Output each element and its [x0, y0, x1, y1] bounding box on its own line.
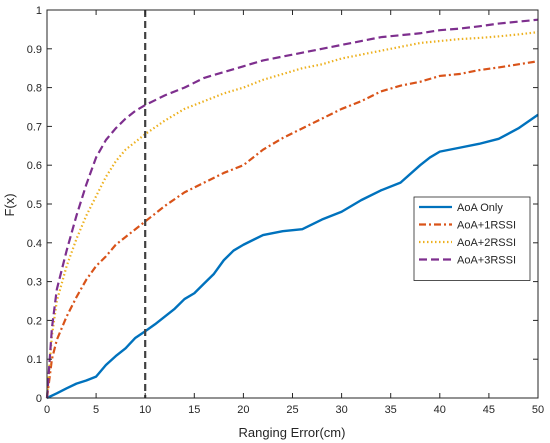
y-tick-label: 0.7 — [27, 121, 42, 133]
x-tick-label: 25 — [286, 404, 298, 416]
y-tick-label: 0.3 — [27, 277, 42, 289]
y-tick-label: 0.2 — [27, 315, 42, 327]
y-tick-label: 0 — [36, 393, 42, 405]
x-tick-label: 10 — [139, 404, 151, 416]
x-tick-label: 20 — [237, 404, 249, 416]
x-tick-label: 40 — [434, 404, 446, 416]
y-tick-label: 0.5 — [27, 199, 42, 211]
x-tick-label: 30 — [335, 404, 347, 416]
x-tick-label: 45 — [483, 404, 495, 416]
y-tick-label: 0.6 — [27, 160, 42, 172]
legend: AoA Only AoA+1RSSI AoA+2RSSI AoA+3RSSI — [413, 196, 531, 281]
x-tick-label: 35 — [385, 404, 397, 416]
legend-box — [413, 196, 531, 281]
legend-label-3: AoA+2RSSI — [457, 237, 516, 249]
y-tick-label: 1 — [36, 5, 42, 17]
x-tick-label: 5 — [93, 404, 99, 416]
legend-label-1: AoA Only — [457, 202, 503, 214]
x-tick-label: 0 — [44, 404, 50, 416]
legend-label-4: AoA+3RSSI — [457, 255, 516, 267]
series-line-4 — [45, 18, 539, 399]
y-tick-label: 0.4 — [27, 238, 42, 250]
y-tick-label: 0.8 — [27, 83, 42, 95]
x-axis-label: Ranging Error(cm) — [239, 425, 346, 440]
axes: 0 5 10 15 20 25 30 35 40 45 50 0 0.1 0.2 0.3 0.4 0.5 0.6 0… — [27, 5, 544, 416]
x-tick-label: 15 — [188, 404, 200, 416]
y-axis-label: F(x) — [2, 193, 17, 216]
x-tick-label: 50 — [532, 404, 544, 416]
series-line-3 — [45, 31, 539, 399]
y-tick-label: 0.9 — [27, 44, 42, 56]
series-line-1 — [46, 113, 539, 400]
legend-label-2: AoA+1RSSI — [457, 220, 516, 232]
y-tick-label: 0.1 — [27, 354, 42, 366]
